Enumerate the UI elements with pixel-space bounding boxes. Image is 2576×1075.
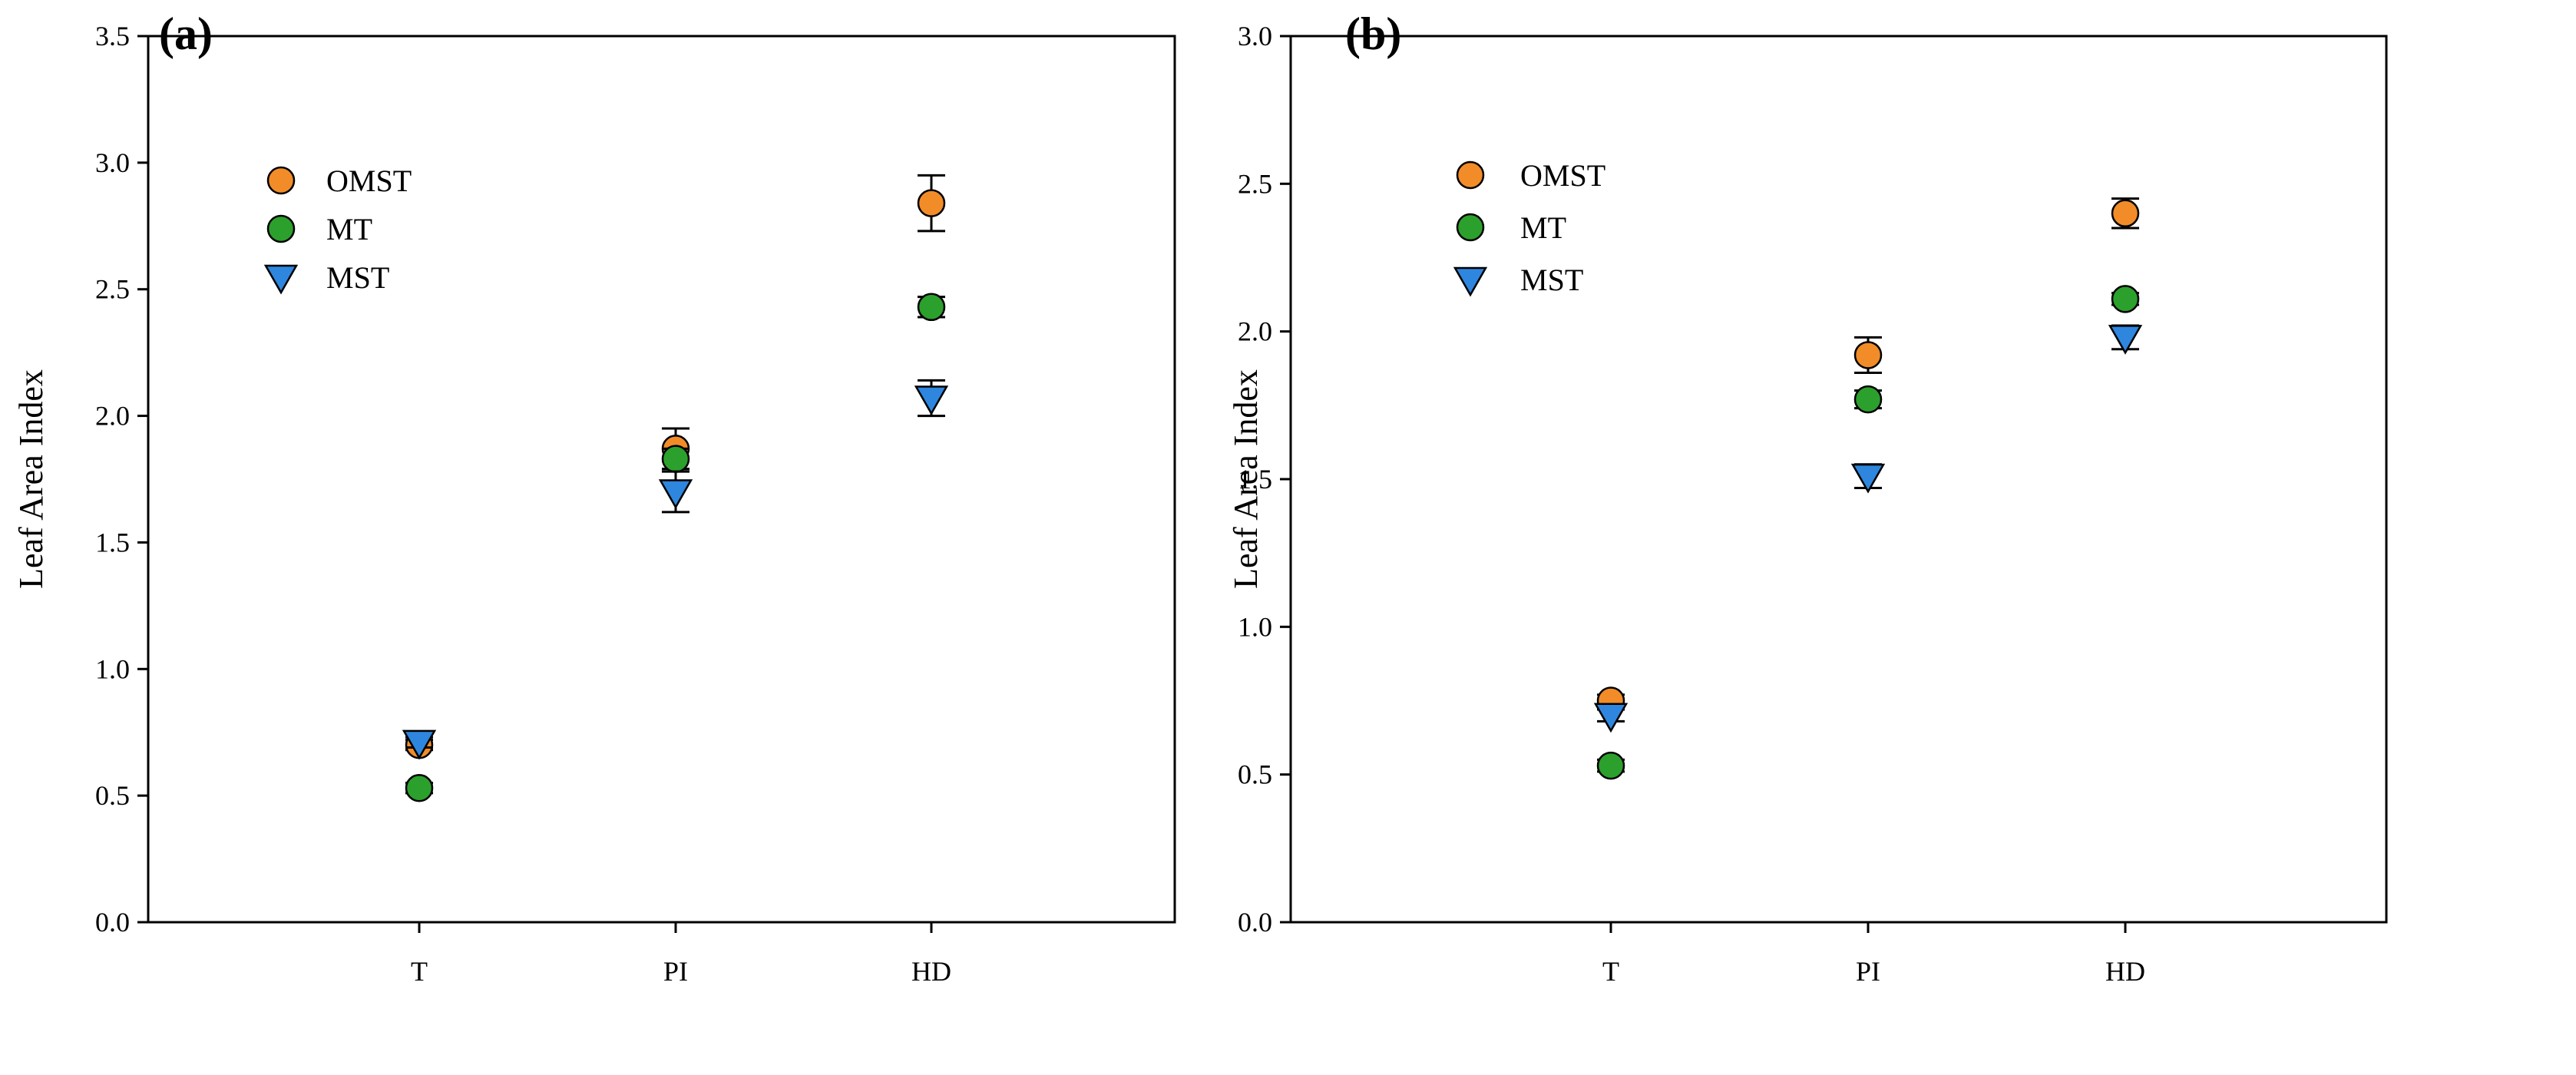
y-tick-label: 1.0 [1238, 611, 1272, 642]
y-tick-label: 0.0 [1238, 907, 1272, 938]
y-tick-label: 0.5 [95, 780, 130, 811]
plot-frame [1289, 35, 2388, 924]
y-tick-label: 2.0 [1238, 316, 1272, 347]
y-tick-label: 0.0 [95, 907, 130, 938]
legend-marker-mt [1456, 213, 1485, 242]
data-point-mst [658, 479, 693, 510]
legend: OMST MT MST [263, 164, 412, 295]
data-point-mst [2108, 325, 2143, 355]
data-point-mt [661, 445, 690, 473]
plot-frame [147, 35, 1176, 924]
legend-label: OMST [326, 164, 412, 198]
y-tick-label: 3.0 [95, 147, 130, 178]
data-point-mt [917, 293, 946, 322]
data-point-omst [1853, 341, 1883, 369]
legend-marker-omst [1456, 160, 1485, 190]
legend-label: MT [1520, 210, 1566, 245]
data-point-omst [2111, 199, 2140, 228]
legend: OMST MT MST [1453, 158, 1605, 297]
x-tick-label: HD [2105, 956, 2145, 987]
data-point-mst [1593, 703, 1629, 733]
data-point-mst [402, 729, 437, 760]
data-point-mst [1850, 463, 1886, 494]
y-tick-label: 3.0 [1238, 21, 1272, 51]
series-mt [1596, 285, 2140, 780]
legend-label: MST [326, 260, 389, 295]
data-point-mt [2111, 285, 2140, 313]
x-tick-label: T [411, 956, 428, 987]
y-tick-label: 1.5 [95, 527, 130, 557]
legend-marker-mst [263, 264, 299, 295]
panel-b: 0.0 0.5 1.0 1.5 2.0 2.5 3.0 T PI HD Leaf Area Inde… [1227, 8, 2388, 987]
data-point-mt [405, 774, 434, 802]
x-tick-label: PI [663, 956, 688, 987]
y-tick-label: 2.5 [95, 274, 130, 305]
data-point-omst [917, 189, 946, 217]
y-tick-label: 2.0 [95, 401, 130, 432]
y-axis-title: Leaf Area Index [1227, 369, 1265, 589]
x-tick-label: HD [911, 956, 951, 987]
y-tick-label: 2.5 [1238, 168, 1272, 199]
panel-a: 0.0 0.5 1.0 1.5 2.0 2.5 3.0 3.5 T PI HD Leaf Area I… [12, 8, 1176, 987]
series-omst [1596, 197, 2140, 715]
series-mst [402, 379, 949, 760]
data-point-mt [1853, 385, 1883, 414]
x-tick-label: T [1602, 956, 1619, 987]
y-tick-label: 3.5 [95, 21, 130, 51]
legend-marker-omst [266, 166, 296, 195]
y-axis-title: Leaf Area Index [12, 369, 50, 589]
panel-label: (a) [159, 8, 213, 59]
legend-marker-mt [266, 214, 296, 243]
series-mst [1593, 324, 2143, 733]
data-point-mt [1596, 751, 1625, 780]
y-tick-label: 0.5 [1238, 759, 1272, 790]
data-point-mst [914, 385, 949, 416]
panel-label: (b) [1345, 8, 1401, 59]
series-mt [405, 293, 946, 802]
y-tick-label: 1.5 [1238, 464, 1272, 495]
y-tick-label: 1.0 [95, 653, 130, 684]
legend-label: OMST [1520, 158, 1605, 193]
legend-marker-mst [1453, 266, 1488, 297]
x-tick-label: PI [1856, 956, 1880, 987]
legend-label: MT [326, 212, 372, 246]
legend-label: MST [1520, 263, 1583, 297]
